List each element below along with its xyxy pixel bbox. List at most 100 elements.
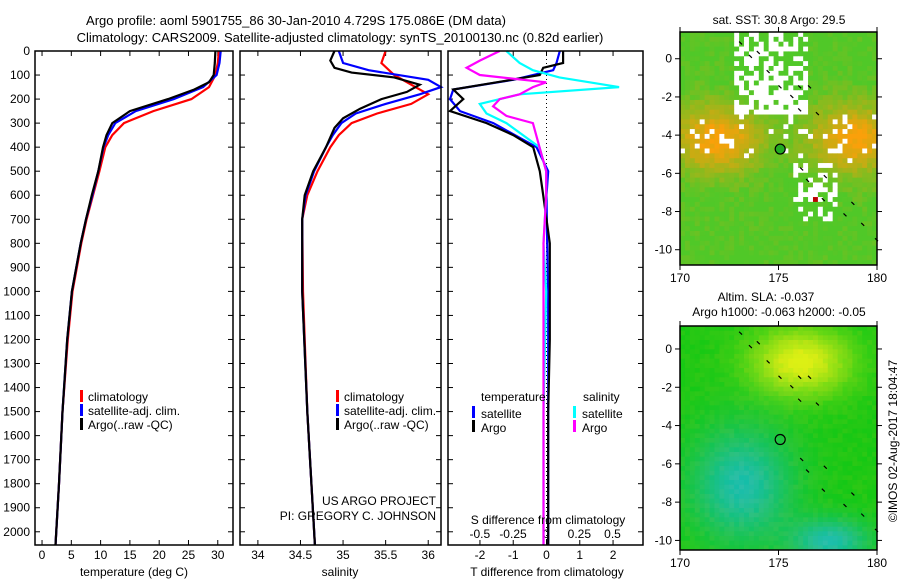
map-cell — [694, 480, 701, 486]
map-cell — [758, 400, 765, 406]
map-cell — [758, 61, 765, 67]
map-cell — [872, 396, 878, 402]
map-cell — [852, 255, 858, 261]
map-cell — [748, 466, 755, 472]
map-cell — [847, 428, 853, 434]
map-cell — [748, 358, 755, 364]
map-cell — [837, 119, 843, 125]
map-cell — [822, 216, 829, 222]
map-cell — [793, 489, 799, 495]
x-tick-label: 36 — [422, 548, 436, 562]
map-cell — [739, 475, 745, 481]
map-cell — [724, 545, 730, 551]
map-cell — [857, 531, 863, 537]
map-cell — [768, 197, 774, 203]
map-cell — [872, 143, 878, 149]
map-cell — [803, 245, 809, 251]
map-cell — [714, 148, 720, 154]
map-cell — [803, 410, 809, 416]
map-cell — [837, 226, 843, 232]
depth-tick-label: 1300 — [3, 357, 30, 371]
map-cell — [763, 438, 770, 444]
map-cell — [852, 326, 858, 332]
map-cell — [778, 424, 784, 430]
map-cell — [684, 442, 691, 448]
map-cell — [847, 540, 853, 546]
map-cell — [719, 211, 725, 217]
map-cell — [709, 32, 715, 38]
map-cell — [817, 396, 824, 402]
map-cell — [734, 119, 740, 125]
map-cell — [739, 235, 745, 242]
map-cell — [817, 163, 824, 169]
map-cell — [817, 335, 824, 341]
map-cell — [704, 85, 710, 91]
map-cell — [763, 466, 770, 472]
map-cell — [763, 182, 770, 188]
map-cell — [684, 65, 691, 72]
map-cell — [842, 410, 848, 416]
map-cell — [812, 340, 819, 346]
map-cell — [763, 235, 770, 242]
map-cell — [778, 75, 784, 81]
map-cell — [847, 335, 853, 341]
map-cell — [699, 545, 706, 551]
map-cell — [729, 99, 735, 106]
map-cell — [694, 503, 701, 509]
map-cell — [753, 466, 760, 472]
map-cell — [724, 138, 730, 145]
map-cell — [827, 80, 834, 86]
map-cell — [773, 235, 779, 242]
map-cell — [680, 99, 686, 106]
map-cell — [773, 56, 779, 62]
map-cell — [724, 522, 730, 528]
map-cell — [768, 245, 774, 251]
map-cell — [753, 211, 760, 217]
map-cell — [748, 231, 755, 237]
map-cell — [694, 536, 701, 542]
map-cell — [758, 129, 765, 135]
map-cell — [783, 133, 789, 140]
map-cell — [748, 206, 755, 212]
map-cell — [812, 119, 819, 125]
map-cell — [758, 410, 765, 416]
map-cell — [704, 419, 710, 425]
map-cell — [822, 400, 829, 406]
map-cell — [734, 206, 740, 212]
map-cell — [783, 255, 789, 261]
map-cell — [842, 382, 848, 388]
sla-map-panel: 170 175 1800-2-4-6-8-10 — [655, 321, 887, 570]
map-cell — [709, 163, 715, 169]
map-cell — [719, 124, 725, 130]
map-cell — [822, 231, 829, 237]
map-cell — [694, 354, 701, 360]
map-cell — [798, 138, 804, 145]
map-cell — [812, 410, 819, 416]
map-cell — [753, 148, 760, 154]
map-cell — [872, 531, 878, 537]
map-cell — [872, 148, 878, 154]
map-cell — [744, 377, 750, 383]
map-cell — [788, 95, 794, 101]
map-cell — [788, 104, 794, 111]
map-cell — [689, 158, 696, 164]
map-cell — [827, 85, 834, 91]
map-cell — [798, 46, 804, 52]
map-cell — [699, 182, 706, 188]
map-cell — [739, 354, 745, 360]
map-cell — [689, 424, 696, 430]
map-cell — [872, 75, 878, 81]
map-cell — [783, 326, 789, 332]
map-cell — [862, 245, 868, 251]
map-cell — [744, 109, 750, 115]
map-cell — [729, 466, 735, 472]
map-cell — [699, 46, 706, 52]
map-cell — [709, 46, 715, 52]
map-cell — [768, 235, 774, 242]
map-cell — [827, 447, 834, 453]
map-cell — [729, 85, 735, 91]
map-cell — [847, 498, 853, 504]
map-cell — [768, 75, 774, 81]
map-cell — [803, 85, 809, 91]
map-cell — [704, 182, 710, 188]
